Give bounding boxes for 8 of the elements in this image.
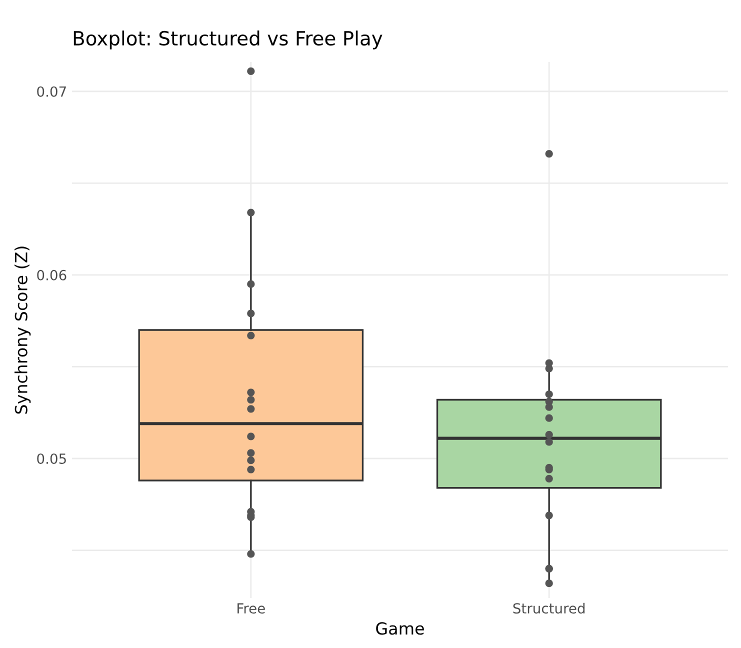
y-tick-label: 0.07 xyxy=(37,86,66,97)
y-tick-label: 0.06 xyxy=(37,270,66,280)
x-tick-label: Structured xyxy=(513,602,585,614)
y-tick-label: 0.05 xyxy=(37,453,66,464)
x-axis-title: Game xyxy=(376,622,424,635)
y-axis-title: Synchrony Score (Z) xyxy=(14,246,31,414)
x-tick-label: Free xyxy=(238,603,265,614)
chart-title: Boxplot: Structured vs Free Play xyxy=(74,30,382,50)
